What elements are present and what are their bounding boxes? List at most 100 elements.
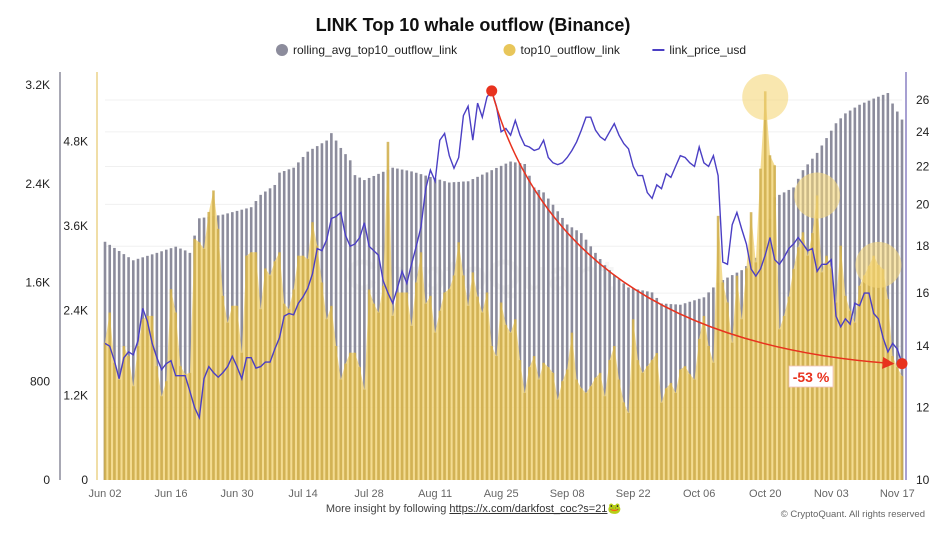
- x-tick-label: Jun 02: [88, 488, 121, 500]
- top10-outflow-bar: [848, 310, 852, 480]
- rolling-avg-bar: [188, 252, 192, 480]
- top10-outflow-bar: [160, 396, 163, 480]
- top10-outflow-bar: [240, 352, 244, 480]
- top10-outflow-bar: [575, 379, 578, 480]
- top10-outflow-bar: [372, 303, 376, 480]
- top10-outflow-bar: [174, 312, 178, 480]
- x-tick-label: Jul 14: [288, 488, 317, 500]
- top10-outflow-bar: [660, 402, 663, 480]
- top10-outflow-bar: [183, 374, 187, 480]
- top10-outflow-bar: [570, 332, 574, 480]
- rolling-avg-bar: [886, 93, 890, 480]
- price-tick-label: 18: [916, 239, 930, 253]
- rolling-avg-bar: [528, 175, 531, 480]
- top10-outflow-bar: [315, 245, 319, 480]
- top10-outflow-bar: [405, 292, 409, 480]
- top10-outflow-bar: [231, 305, 234, 480]
- top10-outflow-bar: [480, 312, 484, 480]
- top10-outflow-bar: [693, 379, 696, 480]
- top10-outflow-bar: [188, 372, 192, 480]
- top10-outflow-bar: [386, 141, 390, 480]
- top10-outflow-bar: [202, 248, 206, 480]
- top10-outflow-bar: [891, 356, 894, 480]
- top10-outflow-bar: [796, 247, 800, 480]
- rolling-avg-bar: [183, 250, 187, 480]
- price-line: [104, 89, 903, 421]
- top10-outflow-bar: [400, 292, 404, 480]
- rolling-avg-bar: [240, 209, 244, 480]
- top10-outflow-bar: [433, 332, 437, 480]
- top10-outflow-bar: [641, 372, 644, 480]
- x-tick-label: Nov 17: [880, 488, 915, 500]
- x-tick-label: Aug 11: [418, 488, 452, 500]
- top10-outflow-bar: [542, 362, 545, 480]
- top10-outflow-bar: [844, 295, 847, 480]
- rolling-avg-bar: [594, 252, 597, 480]
- x-tick-label: Oct 06: [683, 488, 715, 500]
- change-label: -53 %: [793, 369, 830, 385]
- top10-outflow-bar: [646, 366, 649, 480]
- rolling-avg-bar: [895, 111, 899, 480]
- top10-outflow-bar: [716, 215, 720, 480]
- top10-outflow-bar: [608, 360, 611, 480]
- rolling-avg-bar: [834, 123, 838, 480]
- rolling-avg-bar: [674, 304, 677, 480]
- top10-outflow-bar: [334, 345, 338, 480]
- top10-outflow-bar: [778, 329, 781, 480]
- top10-outflow-bar: [702, 315, 706, 480]
- top10-outflow-bar: [495, 356, 498, 480]
- top10-outflow-bar: [650, 360, 654, 480]
- rolling-avg-bar: [532, 187, 536, 480]
- top10-outflow-bar: [561, 381, 564, 480]
- rolling-avg-bar: [363, 180, 366, 480]
- change-label-box: [788, 365, 834, 388]
- top10-outflow-bar: [287, 309, 291, 480]
- top10-outflow-bar: [207, 211, 211, 480]
- legend-label: rolling_avg_top10_outflow_link: [293, 43, 458, 57]
- rolling-avg-bar: [433, 178, 437, 480]
- top10-outflow-bar: [235, 305, 239, 480]
- top10-outflow-bar: [245, 255, 248, 480]
- top10-outflow-bar: [763, 91, 767, 480]
- x-tick-label: Nov 03: [814, 488, 849, 500]
- rolling-avg-bar: [334, 140, 338, 480]
- top10-outflow-bar: [414, 282, 418, 480]
- top10-outflow-bar: [834, 302, 838, 480]
- rolling-avg-bar: [556, 211, 560, 481]
- top10-outflow-bar: [165, 381, 168, 480]
- top10-outflow-bar: [320, 282, 324, 480]
- top10-outflow-bar: [396, 292, 399, 480]
- rolling-avg-bar: [900, 119, 904, 480]
- top10-outflow-bar: [631, 319, 635, 480]
- top10-outflow-bar: [518, 360, 522, 480]
- top10-outflow-bar: [292, 289, 295, 480]
- rolling-avg-tick-label: 3.2K: [25, 78, 50, 92]
- top10-outflow-tick-label: 1.2K: [63, 388, 88, 402]
- top10-outflow-bar: [688, 374, 692, 480]
- top10-outflow-bar: [452, 275, 456, 480]
- top10-outflow-bar: [712, 362, 715, 480]
- top10-outflow-bar: [858, 285, 861, 480]
- top10-outflow-tick-label: 0: [81, 473, 88, 487]
- copyright: © CryptoQuant. All rights reserved: [780, 509, 925, 520]
- top10-outflow-bar: [613, 346, 616, 480]
- top10-outflow-bar: [108, 312, 112, 480]
- top10-outflow-bar: [664, 388, 668, 480]
- rolling-avg-bar: [547, 198, 550, 480]
- rolling-avg-bar: [325, 140, 328, 480]
- rolling-avg-bar: [580, 233, 583, 480]
- footer-link[interactable]: https://x.com/darkfost_coc?s=21: [449, 503, 608, 515]
- top10-outflow-bar: [155, 366, 159, 480]
- rolling-avg-tick-label: 800: [30, 374, 50, 388]
- top10-outflow-bar: [754, 262, 758, 480]
- top10-outflow-bar: [584, 392, 588, 480]
- x-tick-label: Jun 30: [221, 488, 254, 500]
- price-tick-label: 24: [916, 125, 930, 139]
- rolling-avg-bar: [575, 230, 578, 480]
- top10-outflow-bar: [381, 285, 385, 480]
- top10-outflow-bar: [594, 377, 597, 480]
- top10-outflow-bar: [782, 315, 786, 480]
- top10-outflow-bar: [721, 282, 725, 480]
- rolling-avg-bar: [891, 103, 894, 480]
- top10-outflow-bar: [768, 155, 772, 480]
